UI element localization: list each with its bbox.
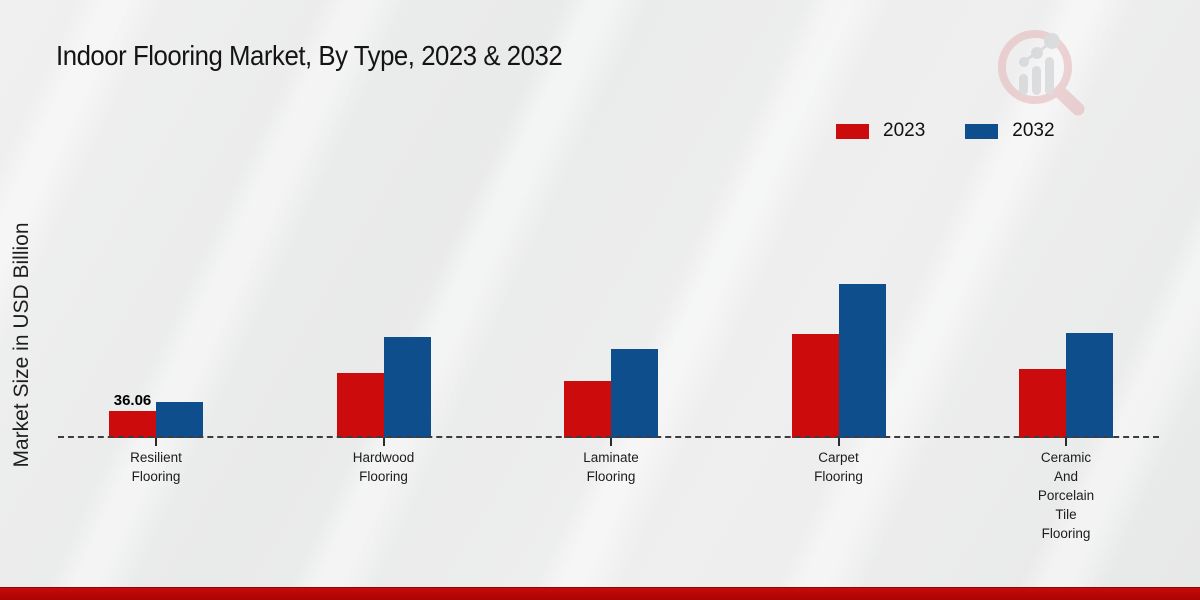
bar-2032-laminate-flooring [611, 348, 658, 438]
bar-2023-laminate-flooring [564, 381, 611, 438]
axis-tick-resilient-flooring [155, 438, 157, 446]
bar-2023-ceramic-and-porcelain-tile-flooring [1019, 368, 1066, 438]
bar-2032-ceramic-and-porcelain-tile-flooring [1066, 333, 1113, 438]
value-label-2023-resilient-flooring: 36.06 [113, 392, 152, 409]
category-label-carpet-flooring: Carpet Flooring [814, 450, 863, 484]
bar-2032-hardwood-flooring [383, 336, 431, 438]
category-label-ceramic-and-porcelain-tile-flooring: Ceramic And Porcelain Tile Flooring [1037, 450, 1095, 541]
legend-item-2032: 2032 [965, 120, 1055, 142]
bar-2023-hardwood-flooring [336, 373, 384, 438]
axis-tick-laminate-flooring [610, 438, 612, 446]
category-label-laminate-flooring: Laminate Flooring [583, 450, 639, 484]
legend: 2023 2032 [836, 120, 1055, 142]
legend-swatch-2032 [965, 123, 999, 139]
legend-label-2023: 2023 [883, 120, 926, 141]
bar-2023-resilient-flooring [109, 411, 156, 438]
bar-2032-carpet-flooring [838, 283, 886, 438]
footer-accent-bar [0, 587, 1200, 600]
legend-item-2023: 2023 [836, 120, 925, 142]
x-axis-baseline [58, 436, 1159, 438]
category-label-resilient-flooring: Resilient Flooring [130, 450, 182, 484]
bar-2023-carpet-flooring [791, 333, 839, 438]
axis-tick-ceramic-and-porcelain-tile-flooring [1065, 438, 1067, 446]
magnifier-growth-logo-icon [998, 30, 1085, 116]
legend-swatch-2023 [836, 123, 869, 139]
category-label-hardwood-flooring: Hardwood Flooring [352, 450, 415, 484]
legend-label-2032: 2032 [1012, 120, 1055, 141]
bar-2032-resilient-flooring [156, 401, 203, 438]
chart-title: Indoor Flooring Market, By Type, 2023 & … [56, 40, 563, 71]
axis-tick-hardwood-flooring [382, 438, 385, 446]
axis-tick-carpet-flooring [837, 438, 840, 446]
